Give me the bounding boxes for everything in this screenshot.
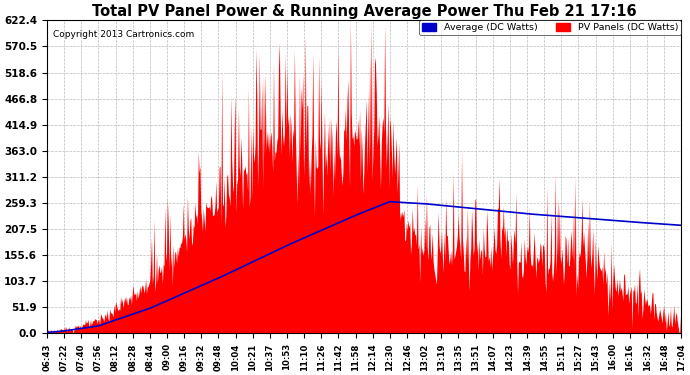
Legend: Average (DC Watts), PV Panels (DC Watts): Average (DC Watts), PV Panels (DC Watts) [419, 20, 681, 35]
Title: Total PV Panel Power & Running Average Power Thu Feb 21 17:16: Total PV Panel Power & Running Average P… [92, 4, 636, 19]
Text: Copyright 2013 Cartronics.com: Copyright 2013 Cartronics.com [53, 30, 195, 39]
